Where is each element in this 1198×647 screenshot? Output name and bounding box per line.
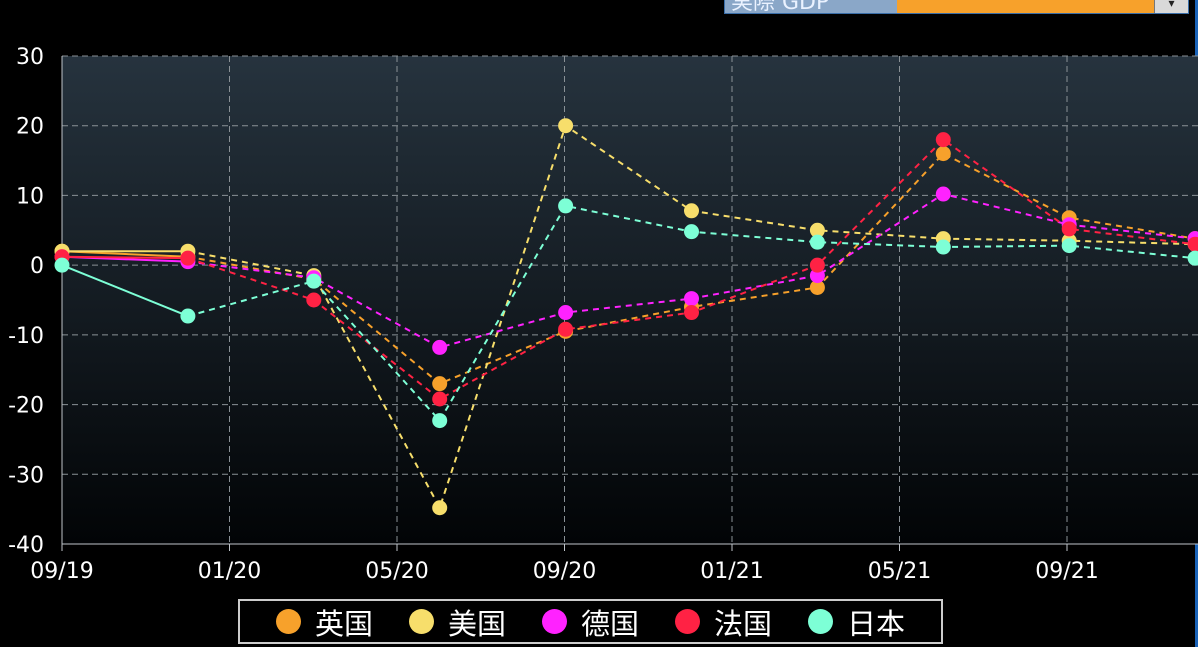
data-point-2-3 [432,339,448,355]
legend-swatch-icon [807,609,833,634]
x-tick-label: 05/21 [868,559,931,584]
y-tick-label: -40 [8,533,44,558]
x-tick-label: 05/20 [365,559,428,584]
data-point-4-4 [558,198,574,214]
legend-label: 法国 [713,606,772,641]
data-point-3-9 [1187,236,1198,252]
data-point-2-4 [558,305,574,321]
data-point-2-5 [684,291,699,307]
legend-swatch-icon [674,609,700,634]
gdp-type-select-label: 実際 GDP [725,0,897,13]
x-tick-label: 01/20 [198,559,261,584]
y-tick-label: 10 [16,184,44,209]
data-point-4-5 [684,224,699,240]
legend-item-1[interactable]: 美国 [408,601,506,643]
data-point-4-0 [54,257,70,273]
x-tick-label: 09/19 [30,559,93,584]
y-tick-label: -20 [8,394,44,419]
legend-item-2[interactable]: 德国 [541,601,639,643]
legend-label: 美国 [447,606,506,641]
data-point-4-1 [180,308,196,324]
x-tick-label: 09/20 [533,559,596,584]
chart-legend: 英国 美国 德国 法国 日本 [238,599,943,644]
legend-label: 日本 [846,606,905,641]
series-line-solid-4 [61,264,189,317]
y-tick-label: -30 [8,463,44,488]
plot-area [62,56,1198,544]
y-tick-label: 20 [16,115,44,140]
data-point-2-7 [935,186,951,202]
legend-swatch-icon [275,609,301,634]
legend-item-0[interactable]: 英国 [275,601,373,643]
data-point-4-2 [306,273,322,289]
data-point-0-7 [935,146,951,162]
data-point-0-3 [432,376,448,392]
data-point-3-7 [935,132,951,148]
x-tick-label: 09/21 [1035,559,1098,584]
data-point-3-3 [432,391,448,407]
gdp-type-select[interactable]: 実際 GDP ▾ [724,0,1189,14]
data-point-3-6 [809,257,825,273]
data-point-1-6 [809,222,825,238]
data-point-4-3 [432,413,448,429]
legend-item-4[interactable]: 日本 [807,601,905,643]
legend-swatch-icon [408,609,434,634]
legend-item-3[interactable]: 法国 [674,601,772,643]
data-point-3-2 [306,292,322,308]
series-line-dashed-0 [187,152,1196,385]
x-tick-label: 01/21 [700,559,763,584]
legend-swatch-icon [541,609,567,634]
data-point-1-5 [684,203,699,219]
data-point-3-1 [180,250,196,266]
data-point-2-6 [809,268,825,284]
data-point-3-8 [1061,221,1077,237]
data-point-3-5 [684,305,699,321]
data-point-1-3 [432,500,448,516]
data-point-0-6 [809,279,825,295]
data-point-4-9 [1187,250,1198,266]
y-tick-label: 0 [30,254,44,279]
chevron-down-icon[interactable]: ▾ [1154,0,1188,13]
series-group [54,118,1198,516]
y-tick-label: 30 [16,45,44,70]
data-point-1-4 [558,118,574,134]
data-point-4-7 [935,239,951,255]
series-line-solid-3 [61,255,188,260]
data-point-4-6 [809,234,825,250]
data-point-4-8 [1061,238,1077,254]
legend-label: 英国 [314,606,373,641]
data-point-3-4 [558,321,574,337]
legend-label: 德国 [580,606,639,641]
y-tick-label: -10 [8,324,44,349]
